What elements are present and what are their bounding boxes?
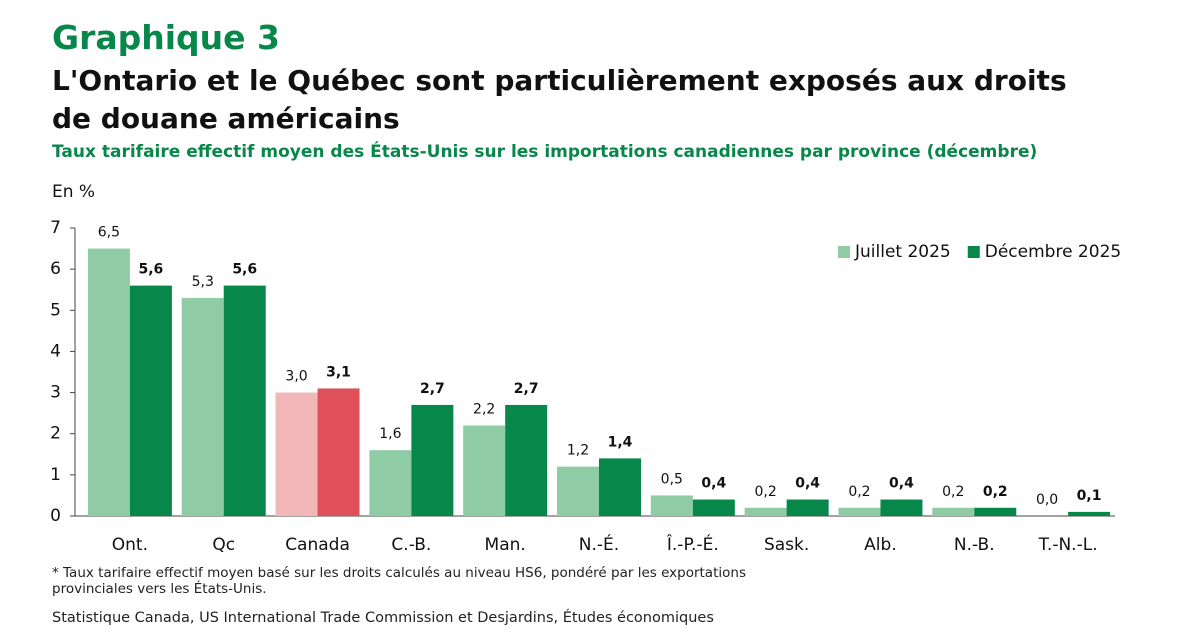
value-label: 2,7 [420, 381, 445, 397]
bar [463, 425, 506, 516]
value-label: 3,0 [285, 369, 307, 385]
value-label: 5,6 [232, 262, 257, 278]
value-label: 2,7 [514, 381, 539, 397]
value-label: 0,2 [942, 484, 964, 500]
y-axis-label: En % [52, 182, 95, 202]
bar [932, 507, 975, 516]
value-label: 0,4 [889, 476, 914, 492]
chart-title: L'Ontario et le Québec sont particulière… [52, 64, 1067, 135]
bar [369, 450, 412, 516]
value-label: 1,4 [608, 434, 633, 450]
bar [599, 458, 641, 516]
y-tick-label: 4 [50, 341, 61, 361]
y-tick-label: 5 [50, 300, 61, 320]
chart: En % 0 1 2 3 4 5 6 7 Ont. 6,5 5,6 Qc 5,3 5,6 Canada 3,0… [50, 182, 1121, 555]
y-tick-label: 1 [50, 465, 61, 485]
legend-swatch [838, 246, 850, 258]
value-label: 0,5 [661, 471, 683, 487]
bar [129, 285, 172, 516]
chart-label: Graphique 3 [52, 18, 281, 57]
y-tick-label: 0 [50, 506, 61, 526]
value-label: 6,5 [98, 225, 120, 241]
bar [650, 495, 693, 516]
x-tick-label: Î.-P.-É. [666, 533, 719, 555]
y-tick-label: 7 [50, 218, 61, 238]
x-tick-label: Alb. [864, 535, 897, 555]
bar [880, 499, 923, 516]
bar [974, 507, 1017, 516]
value-label: 5,3 [192, 274, 214, 290]
value-label: 0,2 [848, 484, 870, 500]
y-tick-label: 6 [50, 259, 61, 279]
x-tick-label: Sask. [764, 535, 809, 555]
chart-subtitle: Taux tarifaire effectif moyen des États-… [52, 142, 1038, 162]
legend-label: Décembre 2025 [985, 242, 1121, 262]
value-label: 3,1 [326, 364, 351, 380]
y-tick-label: 3 [50, 383, 61, 403]
value-label: 1,2 [567, 443, 589, 459]
bar [181, 297, 224, 516]
bar [1068, 511, 1111, 516]
legend-swatch [967, 246, 980, 258]
value-label: 0,4 [701, 476, 726, 492]
legend-label: Juillet 2025 [854, 242, 951, 262]
footnote: * Taux tarifaire effectif moyen basé sur… [52, 565, 746, 597]
bar [223, 285, 266, 516]
x-tick-label: N.-É. [579, 533, 619, 555]
x-tick-label: C.-B. [391, 535, 431, 555]
value-label: 2,2 [473, 401, 495, 417]
source: Statistique Canada, US International Tra… [52, 610, 714, 626]
x-tick-label: N.-B. [954, 535, 995, 555]
x-tick-label: Man. [485, 535, 526, 555]
x-tick-label: Qc [212, 535, 235, 555]
bar [505, 404, 548, 516]
x-tick-label: T.-N.-L. [1038, 535, 1098, 555]
bar [317, 388, 360, 516]
value-label: 0,0 [1036, 492, 1058, 508]
value-label: 0,2 [755, 484, 777, 500]
value-label: 0,2 [983, 484, 1008, 500]
bar [557, 466, 599, 516]
bar [786, 499, 829, 516]
value-label: 5,6 [139, 262, 164, 278]
value-label: 0,1 [1077, 488, 1102, 504]
bar [275, 392, 318, 516]
value-label: 0,4 [795, 476, 820, 492]
bar [838, 507, 881, 516]
bar [87, 248, 130, 517]
x-tick-label: Canada [285, 535, 350, 555]
bar [411, 404, 454, 516]
bar [744, 507, 787, 516]
y-tick-label: 2 [50, 424, 61, 444]
x-tick-label: Ont. [112, 535, 148, 555]
bar [692, 499, 735, 516]
value-label: 1,6 [379, 426, 401, 442]
